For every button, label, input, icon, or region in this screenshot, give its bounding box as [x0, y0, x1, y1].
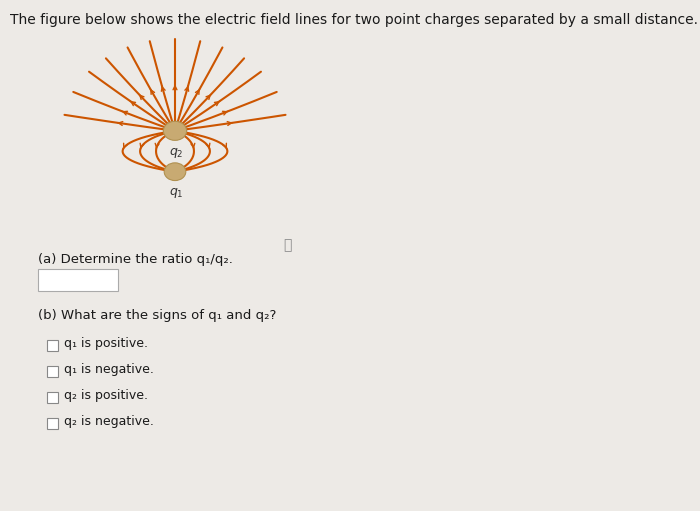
- Bar: [47, 340, 58, 351]
- Text: q₁ is positive.: q₁ is positive.: [64, 337, 148, 350]
- Text: The figure below shows the electric field lines for two point charges separated : The figure below shows the electric fiel…: [10, 13, 698, 27]
- Text: q₂ is negative.: q₂ is negative.: [64, 414, 154, 428]
- Bar: [38, 269, 118, 291]
- Bar: [47, 418, 58, 429]
- Text: q₂ is positive.: q₂ is positive.: [64, 388, 148, 402]
- Text: q₁ is negative.: q₁ is negative.: [64, 362, 154, 376]
- Text: ⓘ: ⓘ: [283, 238, 291, 252]
- Text: (a) Determine the ratio q₁/q₂.: (a) Determine the ratio q₁/q₂.: [38, 253, 233, 266]
- Bar: [47, 392, 58, 403]
- Text: (b) What are the signs of q₁ and q₂?: (b) What are the signs of q₁ and q₂?: [38, 309, 276, 322]
- Circle shape: [164, 163, 186, 180]
- Circle shape: [163, 121, 187, 141]
- Text: $q_2$: $q_2$: [169, 146, 184, 160]
- Bar: [47, 366, 58, 377]
- Text: $q_1$: $q_1$: [169, 186, 184, 200]
